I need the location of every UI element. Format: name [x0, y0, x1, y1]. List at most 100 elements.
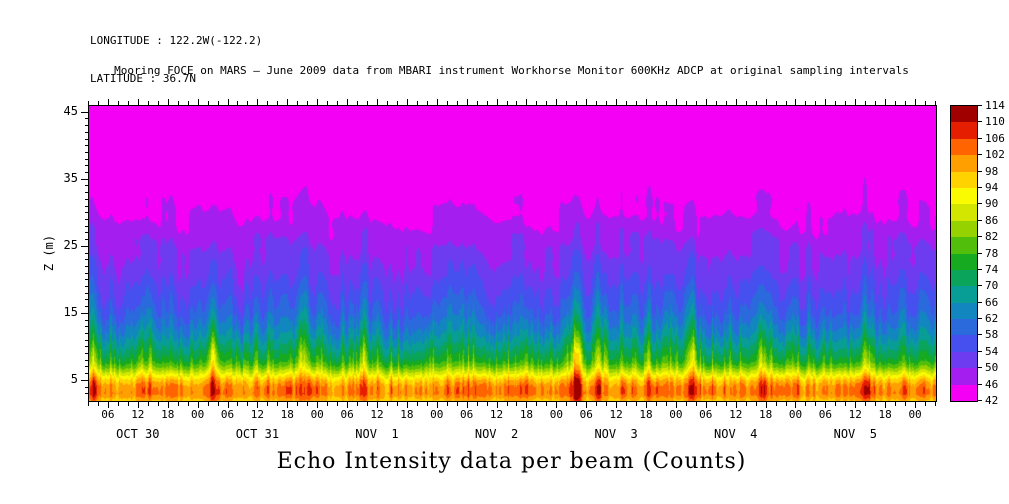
- x-axis-tick: [207, 402, 209, 406]
- colorbar-tick: [978, 350, 982, 352]
- x-axis-tick: [257, 99, 259, 105]
- x-axis-tick: [486, 402, 488, 406]
- colorbar-tick: [978, 219, 982, 221]
- x-axis-tick: [905, 101, 907, 105]
- x-axis-tick: [576, 402, 578, 406]
- x-hour-label: 06: [101, 408, 115, 421]
- x-axis-tick: [755, 101, 757, 105]
- x-axis-tick: [526, 402, 528, 408]
- x-hour-label: 06: [579, 408, 593, 421]
- x-axis-tick: [297, 101, 299, 105]
- y-tick-label: 15: [63, 304, 78, 319]
- x-axis-tick: [885, 402, 887, 408]
- x-date-label: NOV 2: [474, 427, 519, 441]
- y-axis-tick: [85, 393, 88, 395]
- x-date-label: OCT 30: [116, 427, 160, 441]
- x-axis-tick: [705, 402, 707, 408]
- y-axis-tick: [85, 292, 88, 294]
- x-axis-tick: [935, 402, 936, 406]
- colorbar-tick: [978, 400, 982, 401]
- colorbar-tick: [978, 236, 982, 238]
- colorbar-tick: [978, 301, 982, 303]
- y-axis-tick: [85, 172, 88, 174]
- y-axis-tick: [85, 299, 88, 301]
- x-axis-tick: [855, 99, 857, 105]
- x-axis-tick: [496, 402, 498, 408]
- x-axis-tick: [456, 402, 458, 406]
- colorbar-tick: [978, 105, 982, 106]
- x-axis-tick: [665, 402, 667, 406]
- colorbar-segment: [951, 384, 977, 402]
- colorbar-segment: [951, 171, 977, 188]
- colorbar-segment: [951, 204, 977, 221]
- x-axis-tick: [117, 101, 119, 105]
- colorbar-segment: [951, 253, 977, 270]
- y-axis-tick: [85, 131, 88, 133]
- y-axis-tick: [85, 346, 88, 348]
- x-hour-label: 18: [639, 408, 653, 421]
- y-axis-tick: [85, 386, 88, 388]
- x-axis-tick: [376, 402, 378, 408]
- x-axis-tick: [516, 402, 518, 406]
- x-axis-tick: [147, 101, 149, 105]
- x-axis-tick: [317, 402, 319, 408]
- x-axis-tick: [536, 101, 538, 105]
- x-axis-tick: [97, 402, 99, 406]
- x-axis-tick: [337, 402, 339, 406]
- colorbar-tick: [978, 154, 982, 156]
- x-axis-tick: [97, 101, 99, 105]
- x-axis-tick: [357, 101, 359, 105]
- x-axis-tick: [805, 101, 807, 105]
- x-axis-tick: [107, 402, 109, 408]
- x-axis-tick: [715, 402, 717, 406]
- x-axis-tick: [626, 101, 628, 105]
- x-hour-label: 06: [460, 408, 474, 421]
- colorbar-label: 66: [985, 295, 999, 309]
- x-hour-label: 00: [430, 408, 444, 421]
- x-axis-tick: [476, 101, 478, 105]
- x-axis-tick: [476, 402, 478, 406]
- x-axis-tick: [416, 101, 418, 105]
- x-hour-label: 18: [519, 408, 534, 421]
- y-tick-label: 25: [63, 237, 78, 252]
- x-date-label: NOV 5: [833, 427, 877, 441]
- x-axis-tick: [516, 101, 518, 105]
- colorbar-tick: [978, 137, 982, 139]
- x-axis-tick: [925, 402, 927, 406]
- x-axis-tick: [426, 101, 428, 105]
- x-hour-label: 00: [549, 408, 563, 421]
- x-hour-label: 00: [908, 408, 922, 421]
- x-axis-tick: [616, 99, 618, 105]
- y-tick-label: 35: [63, 170, 78, 185]
- x-axis-tick: [157, 101, 159, 105]
- x-hour-label: 12: [489, 408, 504, 421]
- x-axis-tick: [675, 402, 677, 408]
- x-axis-tick: [107, 99, 109, 105]
- colorbar-segment: [951, 351, 977, 369]
- colorbar-segment: [951, 220, 977, 238]
- x-axis-tick: [875, 402, 877, 406]
- x-axis-tick: [765, 99, 767, 105]
- x-axis-tick: [227, 402, 229, 408]
- x-axis-tick: [715, 101, 717, 105]
- y-axis-tick: [85, 232, 88, 234]
- x-axis-tick: [197, 402, 199, 408]
- x-axis-tick: [805, 402, 807, 406]
- colorbar-label: 46: [985, 377, 999, 391]
- x-hour-label: 18: [280, 408, 294, 421]
- x-axis-tick: [197, 99, 199, 105]
- x-axis-tick: [396, 402, 398, 406]
- x-axis-tick: [875, 101, 877, 105]
- colorbar-label: 74: [985, 262, 999, 276]
- x-axis-tick: [307, 101, 309, 105]
- x-hour-label: 00: [788, 408, 803, 421]
- x-axis-tick: [347, 99, 349, 105]
- x-axis-tick: [446, 402, 448, 406]
- x-axis-tick: [376, 99, 378, 105]
- x-axis-tick: [277, 402, 279, 406]
- x-axis-tick: [576, 101, 578, 105]
- x-axis-tick: [466, 99, 468, 105]
- y-axis-tick: [81, 312, 88, 314]
- x-date-label: OCT 31: [235, 427, 280, 441]
- colorbar-segment: [951, 335, 977, 352]
